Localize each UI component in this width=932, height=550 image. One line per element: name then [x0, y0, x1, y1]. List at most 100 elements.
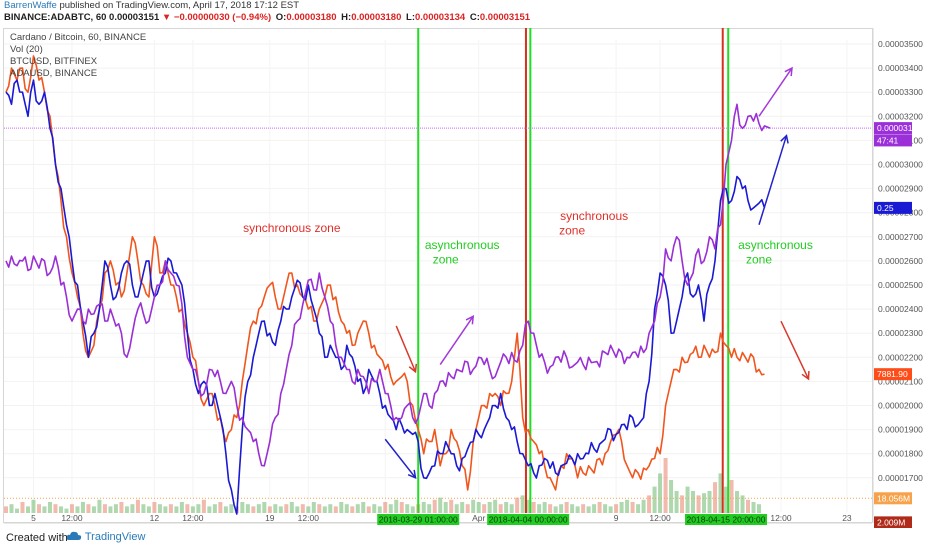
volume-bar: [86, 504, 91, 513]
change-value: ▼ −0.00000030 (−0.94%): [161, 12, 272, 23]
volume-bar: [273, 504, 278, 513]
volume-bar: [581, 504, 586, 513]
volume-bar: [69, 504, 74, 513]
volume-bar: [713, 482, 718, 513]
volume-bar: [20, 502, 25, 513]
price-tick-label: 0.00001800: [878, 449, 923, 459]
volume-bar: [471, 499, 476, 513]
published-text: published on TradingView.com, April 17, …: [56, 0, 300, 11]
volume-bar: [487, 502, 492, 513]
volume-bar: [625, 499, 630, 513]
price-badge: [874, 201, 912, 214]
volume-bar: [361, 502, 366, 513]
time-tick-label: 12: [150, 513, 160, 523]
volume-bar: [295, 506, 300, 513]
volume-bar: [691, 491, 696, 513]
price-badge: [874, 516, 912, 529]
volume-bar: [196, 504, 201, 513]
trend-arrow: [384, 438, 417, 479]
tradingview-logo[interactable]: TradingView: [66, 531, 145, 543]
trend-arrow: [758, 67, 793, 117]
trend-arrow: [758, 135, 788, 225]
volume-bar: [4, 506, 8, 513]
volume-bar: [388, 504, 393, 513]
volume-bar: [229, 504, 234, 513]
arrow-head: [408, 363, 418, 374]
volume-bar: [322, 506, 327, 513]
arrow-head: [801, 370, 810, 381]
volume-bar: [410, 506, 415, 513]
time-badge: [377, 514, 460, 525]
price-tick-label: 0.00002300: [878, 328, 923, 338]
volume-bar: [636, 504, 641, 513]
volume-bar: [42, 506, 47, 513]
volume-bar: [696, 495, 701, 513]
trend-arrow: [439, 315, 474, 365]
price-tick-label: 0.00002100: [878, 376, 923, 386]
volume-bar: [289, 502, 294, 513]
open-label: O:: [275, 12, 287, 23]
legend-title: Cardano / Bitcoin, 60, BINANCE: [10, 32, 147, 43]
arrow-head: [780, 134, 789, 144]
volume-bar: [564, 502, 569, 513]
volume-bar: [146, 506, 151, 513]
volume-bar: [460, 502, 465, 513]
time-badge-label: 2018-04-04 00:00:00: [489, 515, 568, 525]
time-tick-label: 12:00: [61, 513, 83, 523]
volume-bar: [344, 504, 349, 513]
price-badge-label: 7881.90: [877, 369, 908, 379]
time-tick-label: 23: [842, 513, 852, 523]
volume-bar: [306, 506, 311, 513]
volume-bar: [174, 506, 179, 513]
volume-bar: [520, 495, 525, 513]
volume-bar: [531, 502, 536, 513]
zone-annotation: synchronous zone: [243, 221, 341, 235]
volume-bar: [119, 502, 124, 513]
volume-bar: [135, 499, 140, 513]
legend-adausd: ADAUSD, BINANCE: [10, 68, 98, 79]
volume-bar: [515, 497, 520, 513]
volume-bar: [350, 506, 355, 513]
price-tick-label: 0.00003400: [878, 63, 923, 73]
volume-bar: [102, 504, 107, 513]
arrow-head: [465, 315, 475, 325]
time-tick-label: 5: [31, 513, 36, 523]
volume-bar: [25, 506, 30, 513]
arrow-head: [407, 469, 417, 480]
close-label: C:: [469, 12, 480, 23]
volume-bar: [372, 504, 377, 513]
time-badge-label: 2018-03-29 01:00:00: [379, 515, 458, 525]
published-info: BarrenWaffe published on TradingView.com…: [4, 0, 299, 11]
volume-bar: [757, 504, 762, 513]
author-link[interactable]: BarrenWaffe: [4, 0, 57, 11]
volume-bar: [218, 502, 223, 513]
tradingview-brand: TradingView: [84, 531, 146, 543]
volume-bar: [141, 504, 146, 513]
volume-bar: [267, 506, 272, 513]
price-badge-label: 0.00003151: [877, 123, 922, 133]
volume-bar: [729, 480, 734, 513]
zone-annotation: asynchronous: [425, 238, 500, 252]
time-tick-label: 12:00: [770, 513, 792, 523]
price-tick-label: 0.00002200: [878, 352, 923, 362]
volume-bar: [548, 504, 553, 513]
volume-bar: [427, 504, 432, 513]
high-value: 0.00003180: [351, 12, 402, 23]
volume-bar: [366, 506, 371, 513]
created-with-label: Created with: [6, 532, 68, 544]
series-line-adausd-binance: [5, 79, 766, 515]
volume-bar: [36, 504, 41, 513]
price-tick-label: 0.00002000: [878, 401, 923, 411]
volume-bar: [207, 506, 212, 513]
volume-bar: [658, 473, 663, 513]
cloud-icon: [66, 531, 82, 540]
volume-bar: [680, 495, 685, 513]
price-badge: [874, 134, 912, 147]
volume-bar: [405, 504, 410, 513]
volume-bar: [652, 486, 657, 513]
volume-bar: [251, 506, 256, 513]
time-tick-label: 12:00: [649, 513, 671, 523]
legend-volume: Vol (20): [10, 44, 43, 55]
time-badge-label: 2018-04-15 20:00:00: [687, 515, 766, 525]
